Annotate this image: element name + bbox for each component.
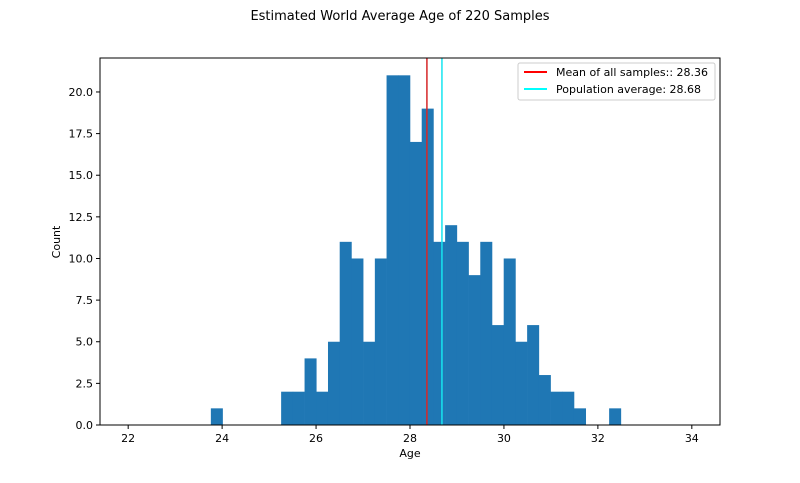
histogram-bar bbox=[281, 391, 294, 425]
histogram-bar bbox=[316, 391, 329, 425]
y-tick-label: 17.5 bbox=[69, 128, 94, 141]
bars bbox=[210, 75, 622, 426]
histogram-bar bbox=[292, 391, 305, 425]
histogram-bar bbox=[573, 408, 587, 425]
y-axis-label: Count bbox=[50, 225, 63, 258]
y-tick-label: 2.5 bbox=[76, 377, 94, 390]
x-tick-label: 28 bbox=[403, 432, 417, 445]
y-tick-label: 15.0 bbox=[69, 169, 94, 182]
legend-population-label: Population average: 28.68 bbox=[556, 83, 701, 96]
histogram-bar bbox=[409, 141, 423, 426]
x-tick-label: 26 bbox=[309, 432, 323, 445]
x-axis-label: Age bbox=[399, 447, 421, 460]
histogram-bar bbox=[480, 241, 493, 425]
histogram-bar bbox=[386, 75, 399, 426]
histogram-bar bbox=[468, 275, 481, 425]
histogram-bar bbox=[456, 241, 469, 425]
histogram-bar bbox=[550, 391, 563, 425]
y-tick-label: 20.0 bbox=[69, 86, 94, 99]
x-ticks: 22 24 26 28 30 32 34 bbox=[121, 425, 699, 445]
legend: Mean of all samples:: 28.36 Population a… bbox=[517, 62, 716, 101]
histogram-bar bbox=[210, 408, 223, 425]
x-tick-label: 22 bbox=[121, 432, 135, 445]
histogram-bar bbox=[515, 341, 528, 425]
histogram-bar bbox=[304, 358, 317, 425]
histogram-bar bbox=[491, 325, 505, 425]
histogram-bar bbox=[421, 108, 434, 425]
y-tick-label: 10.0 bbox=[69, 252, 94, 265]
x-tick-label: 24 bbox=[215, 432, 229, 445]
histogram-bar bbox=[433, 241, 446, 425]
histogram-bar bbox=[339, 241, 352, 425]
histogram-bar bbox=[609, 408, 622, 425]
y-tick-label: 0.0 bbox=[76, 419, 94, 432]
y-tick-label: 7.5 bbox=[76, 294, 94, 307]
x-tick-label: 30 bbox=[497, 432, 511, 445]
histogram-bar bbox=[374, 258, 387, 425]
legend-mean-label: Mean of all samples:: 28.36 bbox=[556, 66, 708, 79]
legend-box bbox=[517, 62, 716, 101]
reference-lines bbox=[426, 58, 443, 425]
histogram-bar bbox=[503, 258, 516, 425]
y-tick-label: 5.0 bbox=[76, 336, 94, 349]
histogram-bar bbox=[398, 75, 411, 426]
y-ticks: 0.0 2.5 5.0 7.5 10.0 12.5 15.0 17.5 20.0 bbox=[69, 86, 100, 432]
histogram-bar bbox=[363, 341, 376, 425]
chart-title: Estimated World Average Age of 220 Sampl… bbox=[250, 9, 549, 24]
histogram-bar bbox=[351, 258, 364, 425]
x-tick-label: 34 bbox=[685, 432, 699, 445]
y-tick-label: 12.5 bbox=[69, 211, 94, 224]
histogram-bar bbox=[538, 375, 551, 425]
histogram-bar bbox=[445, 225, 458, 425]
histogram-bar bbox=[527, 325, 540, 425]
histogram-bar bbox=[562, 391, 575, 425]
x-tick-label: 32 bbox=[591, 432, 605, 445]
histogram-bar bbox=[327, 341, 341, 425]
